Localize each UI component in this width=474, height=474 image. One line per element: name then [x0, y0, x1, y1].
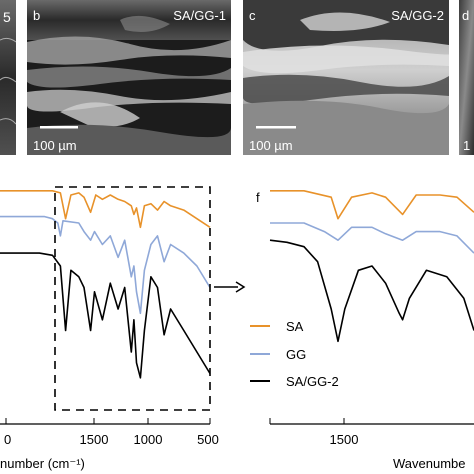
x-axis-label-f: Wavenumbe [393, 456, 466, 471]
scale-label-d: 1 [463, 138, 470, 153]
series-line-gg [0, 215, 211, 315]
x-tick-label: 0 [4, 432, 11, 447]
scale-label-c: 100 µm [249, 138, 293, 153]
x-tick-label: 500 [197, 432, 219, 447]
sem-panel-c-title: SA/GG-2 [391, 8, 444, 23]
sem-panel-b-label: b [33, 8, 40, 23]
legend-label-gg: GG [286, 347, 306, 362]
series-lines-f [269, 190, 474, 343]
series-line-gg [270, 222, 474, 254]
series-lines-e [0, 190, 211, 379]
sem-panel-c-label: c [249, 8, 256, 23]
scale-bar-b [40, 126, 78, 129]
sem-panel-a: 5 [0, 0, 16, 155]
sem-panel-b: b SA/GG-1 100 µm [27, 0, 231, 155]
scale-label-b: 100 µm [33, 138, 77, 153]
series-line-sa-gg-2 [0, 252, 211, 379]
sem-panel-b-title: SA/GG-1 [173, 8, 226, 23]
zoom-arrow [214, 281, 246, 293]
ftir-chart-f: f 1500 Wavenumbe SA GG SA/GG-2 [250, 190, 474, 471]
scale-bar-c [256, 126, 296, 129]
panel-f-label: f [256, 190, 260, 205]
zoom-region-box [54, 186, 211, 411]
sem-panel-c: c SA/GG-2 100 µm [243, 0, 449, 155]
series-line-sa-gg-2 [269, 239, 474, 343]
sem-panel-d: d 1 [459, 0, 474, 155]
series-line-sa [0, 190, 211, 229]
x-tick-label: 1000 [134, 432, 163, 447]
legend-label-sagg2: SA/GG-2 [286, 374, 339, 389]
legend-label-sa: SA [286, 319, 304, 334]
x-tick-label: 1500 [80, 432, 109, 447]
legend: SA GG SA/GG-2 [250, 319, 339, 389]
sem-panel-a-label: 5 [3, 9, 11, 25]
sem-panel-d-label: d [462, 8, 469, 23]
ftir-chart-e: 0 1500 1000 500 number (cm⁻¹) [0, 186, 219, 471]
x-axis-label-e: number (cm⁻¹) [0, 456, 85, 471]
x-tick-label: 1500 [330, 432, 359, 447]
series-line-sa [270, 190, 474, 220]
